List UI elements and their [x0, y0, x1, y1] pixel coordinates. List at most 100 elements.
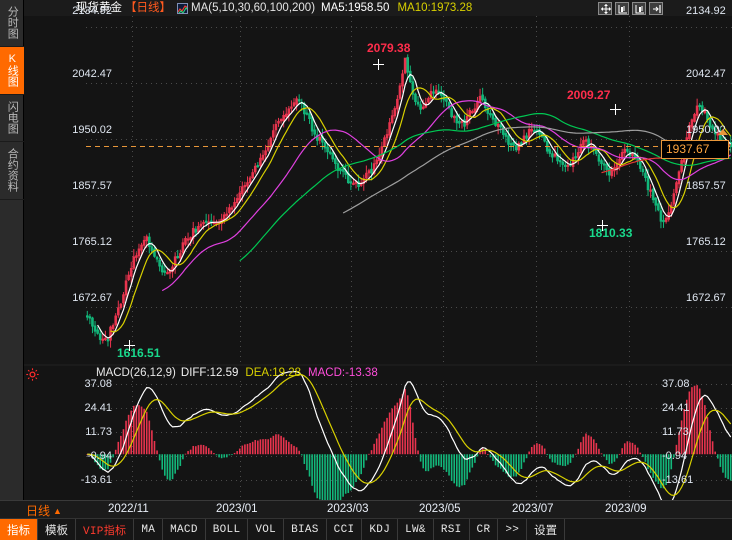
tab-vip-indicator[interactable]: VIP指标 [76, 519, 135, 540]
tab-label: CR [476, 523, 491, 536]
tab-label: 指标 [7, 524, 30, 537]
macd-axis-left-label: -13.61 [80, 474, 112, 486]
price-chart-svg [24, 16, 732, 364]
price-axis-left-label: 2134.92 [72, 5, 112, 17]
tab-label: 设置 [534, 524, 558, 537]
annotation-high-2009: 2009.27 [567, 88, 611, 102]
price-axis-left-label: 1950.02 [72, 124, 112, 136]
tab-more[interactable]: >> [498, 519, 528, 540]
macd-title-label: MACD(26,12,9) [96, 367, 176, 379]
sidebar-item-lightning[interactable]: 闪电图 [0, 95, 24, 142]
tab-boll[interactable]: BOLL [206, 519, 249, 540]
tab-lwr[interactable]: LW& [398, 519, 434, 540]
tab-label: BIAS [291, 523, 319, 536]
bottom-toolbar-filler [565, 519, 732, 540]
tab-label: >> [505, 523, 520, 536]
tab-cr[interactable]: CR [470, 519, 499, 540]
annotation-low-1810: 1810.33 [589, 226, 633, 240]
tab-kdj[interactable]: KDJ [362, 519, 399, 540]
tab-label: KDJ [369, 523, 391, 536]
price-axis-right-label: 1765.12 [686, 236, 726, 248]
macd-axis-left-label: 11.73 [85, 426, 112, 438]
price-axis-left-label: 2042.47 [72, 68, 112, 80]
macd-macd-label: MACD:-13.38 [308, 367, 378, 379]
ma10-value-label: MA10:1973.28 [397, 2, 473, 14]
sidebar-item-kline[interactable]: K线图 [0, 47, 24, 95]
price-axis-right-label: 2042.47 [686, 68, 726, 80]
price-axis-right-label: 1950.02 [686, 124, 726, 136]
macd-axis-right-label: 37.08 [662, 378, 690, 390]
price-axis-right-label: 1672.67 [686, 292, 726, 304]
sidebar-item-label: 闪电图 [6, 101, 19, 134]
price-axis-right-label: 1857.57 [686, 180, 726, 192]
chart-header: 现货黄金 【日线】 MA(5,10,30,60,100,200) MA5:1958.5… [24, 0, 732, 16]
time-axis-label: 2023/09 [605, 503, 647, 515]
annotation-high-2079: 2079.38 [367, 41, 411, 55]
crosshair-move-icon[interactable] [598, 2, 612, 15]
macd-chart-svg [24, 366, 732, 500]
period-selector-label: 日线 [26, 504, 51, 518]
time-axis-label: 2023/03 [327, 503, 369, 515]
left-sidebar: 分时图 K线图 闪电图 合约资料 [0, 0, 24, 500]
macd-axis-right-label: 11.73 [662, 426, 689, 438]
time-axis-label: 2023/05 [419, 503, 461, 515]
sidebar-item-label: 分时图 [6, 6, 19, 39]
tab-template[interactable]: 模板 [38, 519, 76, 540]
tab-label: LW& [405, 523, 426, 536]
tab-label: 模板 [45, 524, 68, 537]
sidebar-item-label: 合约资料 [6, 148, 19, 192]
sidebar-item-timeshare[interactable]: 分时图 [0, 0, 24, 47]
time-axis-label: 2022/11 [108, 503, 149, 515]
sidebar-item-label: K线图 [6, 53, 19, 87]
macd-axis-left-label: -0.94 [86, 450, 112, 462]
macd-axis-left-label: 24.41 [84, 402, 112, 414]
ma5-value-label: MA5:1958.50 [321, 2, 390, 14]
ma-chart-icon[interactable] [177, 2, 188, 14]
annotation-low-1616: 1616.51 [117, 346, 161, 360]
price-axis-left-label: 1857.57 [72, 180, 112, 192]
current-price-tag: 1937.67 [661, 140, 729, 159]
macd-panel[interactable]: MACD(26,12,9) DIFF:12.59 DEA:19.28 MACD:-13… [24, 366, 732, 500]
tab-label: BOLL [212, 523, 241, 536]
macd-axis-left-label: 37.08 [84, 378, 112, 390]
chart-expand-icon[interactable] [649, 2, 663, 15]
tab-cci[interactable]: CCI [327, 519, 363, 540]
current-price-marker-triangle [718, 129, 728, 135]
price-axis-left-label: 1672.67 [72, 292, 112, 304]
time-axis-label: 2023/07 [512, 503, 554, 515]
sidebar-item-contract-info[interactable]: 合约资料 [0, 142, 24, 200]
tab-macd[interactable]: MACD [163, 519, 206, 540]
period-selector-button[interactable]: 日线 ▲ [26, 502, 62, 519]
tab-label: CCI [333, 523, 355, 536]
chart-toolbar [598, 2, 663, 15]
sidebar-spacer [0, 200, 23, 500]
macd-axis-right-label: -13.61 [662, 474, 694, 486]
chart-right-align-icon[interactable] [632, 2, 646, 15]
tab-label: RSI [440, 523, 462, 536]
marker-cross-low-1810 [597, 220, 608, 231]
tab-settings[interactable]: 设置 [527, 519, 566, 540]
price-axis-left-label: 1765.12 [72, 236, 112, 248]
tab-label: VOL [255, 523, 277, 536]
macd-header: MACD(26,12,9) DIFF:12.59 DEA:19.28 MACD:-13… [24, 366, 732, 381]
macd-axis-right-label: -0.94 [662, 450, 688, 462]
tab-bias[interactable]: BIAS [284, 519, 327, 540]
price-axis-right-label: 2134.92 [686, 5, 726, 17]
tab-rsi[interactable]: RSI [434, 519, 470, 540]
marker-cross-low-1616 [124, 340, 135, 351]
period-selector-arrow: ▲ [53, 506, 62, 516]
chart-main-area: 现货黄金 【日线】 MA(5,10,30,60,100,200) MA5:1958.5… [24, 0, 732, 540]
time-axis: 日线 ▲ 2022/11 2023/01 2023/03 2023/05 2023… [0, 500, 732, 518]
price-chart-panel[interactable]: 2134.92 2042.47 1950.02 1857.57 1765.12 … [24, 6, 732, 364]
marker-cross-high-2009 [610, 104, 621, 115]
tab-indicator[interactable]: 指标 [0, 519, 38, 540]
marker-cross-high-2079 [373, 59, 384, 70]
settings-sun-icon[interactable] [26, 368, 39, 381]
tab-ma[interactable]: MA [134, 519, 164, 540]
chart-left-align-icon[interactable] [615, 2, 629, 15]
period-label: 【日线】 [125, 2, 171, 14]
tab-vol[interactable]: VOL [248, 519, 285, 540]
tab-label: VIP指标 [83, 525, 127, 538]
tab-label: MACD [170, 523, 198, 536]
